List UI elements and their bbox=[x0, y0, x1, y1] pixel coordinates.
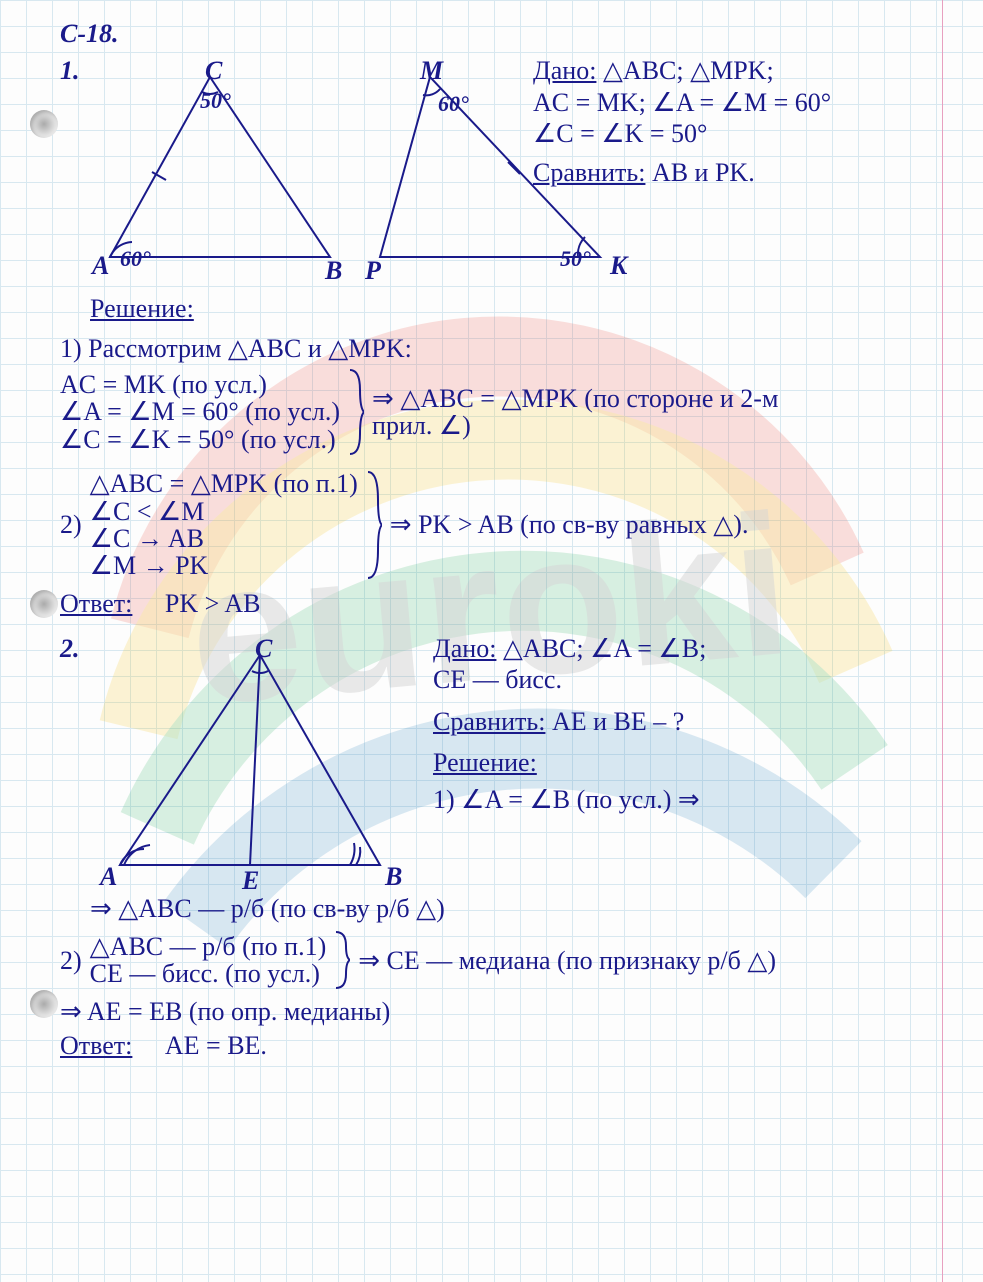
page-content: С-18. 1. A B C 60° 50° M P K 60° 50° Дан… bbox=[0, 0, 983, 1083]
label-C2: C bbox=[255, 635, 272, 662]
angle-A: 60° bbox=[120, 247, 151, 270]
given-label: Дано: bbox=[533, 56, 596, 85]
problem2-diagram-area: 2. A B C E Дано: △ABC; ∠A = ∠B; CE — бис… bbox=[60, 635, 933, 895]
label-K: K bbox=[610, 252, 627, 279]
given-line: AC = MK; ∠A = ∠M = 60° bbox=[533, 89, 913, 116]
problem1-diagram-area: 1. A B C 60° 50° M P K 60° 50° Дано: △AB… bbox=[60, 57, 933, 287]
problem1-number: 1. bbox=[60, 57, 80, 84]
label-B: B bbox=[325, 257, 342, 284]
step2-line: ∠C < ∠M bbox=[90, 498, 358, 525]
step2-label: 2) bbox=[60, 947, 82, 974]
step2-line: CE — бисс. (по усл.) bbox=[90, 960, 327, 987]
step1-line: AC = MK (по усл.) bbox=[60, 371, 340, 398]
label-P: P bbox=[365, 257, 381, 284]
problem1-given: Дано: △ABC; △MPK; AC = MK; ∠A = ∠M = 60°… bbox=[533, 57, 913, 190]
answer-val: AE = BE. bbox=[165, 1031, 267, 1060]
label-M: M bbox=[420, 57, 443, 84]
label-A: A bbox=[92, 252, 109, 279]
brace-icon bbox=[334, 930, 350, 990]
solution-label: Решение: bbox=[433, 749, 913, 776]
problem2-given: Дано: △ABC; ∠A = ∠B; CE — бисс. Сравнить… bbox=[433, 635, 913, 817]
step1-conclusion: ⇒ △ABC — р/б (по св-ву р/б △) bbox=[60, 895, 933, 922]
given-line: CE — бисс. bbox=[433, 666, 913, 693]
worksheet-header: С-18. bbox=[60, 20, 933, 47]
label-B2: B bbox=[385, 863, 402, 890]
answer-val: PK > AB bbox=[165, 589, 261, 618]
given-line: △ABC; ∠A = ∠B; bbox=[503, 634, 706, 663]
angle-M: 60° bbox=[438, 92, 469, 115]
triangle-abc2 bbox=[100, 635, 400, 885]
step2-label: 2) bbox=[60, 511, 82, 538]
step2-line: △ABC = △MPK (по п.1) bbox=[90, 470, 358, 497]
step1-line: ∠A = ∠M = 60° (по усл.) bbox=[60, 398, 340, 425]
compare-val: AB и PK. bbox=[652, 158, 755, 187]
step3: ⇒ AE = EB (по опр. медианы) bbox=[60, 998, 933, 1025]
step1-line: ∠C = ∠K = 50° (по усл.) bbox=[60, 426, 340, 453]
step2-line: △ABC — р/б (по п.1) bbox=[90, 933, 327, 960]
step1-label: 1) Рассмотрим △ABC и △MPK: bbox=[60, 335, 933, 362]
compare-label: Сравнить: bbox=[533, 158, 645, 187]
compare-label: Сравнить: bbox=[433, 707, 545, 736]
problem2-number: 2. bbox=[60, 635, 80, 662]
step1-conclusion: ⇒ △ABC = △MPK (по стороне и 2-м прил. ∠) bbox=[372, 385, 802, 440]
step2-line: ∠C → AB bbox=[90, 525, 358, 552]
step1-block: AC = MK (по усл.) ∠A = ∠M = 60° (по усл.… bbox=[60, 368, 933, 456]
brace-icon bbox=[348, 368, 364, 456]
label-A2: A bbox=[100, 863, 117, 890]
label-C: C bbox=[205, 57, 222, 84]
angle-C: 50° bbox=[200, 89, 231, 112]
step1: 1) ∠A = ∠B (по усл.) ⇒ bbox=[433, 786, 913, 813]
compare-val: AE и BE – ? bbox=[552, 707, 684, 736]
given-label: Дано: bbox=[433, 634, 496, 663]
brace-icon bbox=[366, 470, 382, 580]
step2-line: ∠M → PK bbox=[90, 552, 358, 579]
step2-conclusion: ⇒ CE — медиана (по признаку р/б △) bbox=[358, 947, 776, 974]
solution-label: Решение: bbox=[60, 295, 933, 322]
answer-label: Ответ: bbox=[60, 589, 132, 618]
label-E2: E bbox=[242, 867, 259, 894]
given-line: ∠C = ∠K = 50° bbox=[533, 120, 913, 147]
angle-K: 50° bbox=[560, 247, 591, 270]
given-line: △ABC; △MPK; bbox=[603, 56, 774, 85]
step2-block2: 2) △ABC — р/б (по п.1) CE — бисс. (по ус… bbox=[60, 930, 933, 990]
step2-conclusion: ⇒ PK > AB (по св-ву равных △). bbox=[390, 511, 749, 538]
answer-label: Ответ: bbox=[60, 1031, 132, 1060]
step2-block: 2) △ABC = △MPK (по п.1) ∠C < ∠M ∠C → AB … bbox=[60, 470, 933, 580]
